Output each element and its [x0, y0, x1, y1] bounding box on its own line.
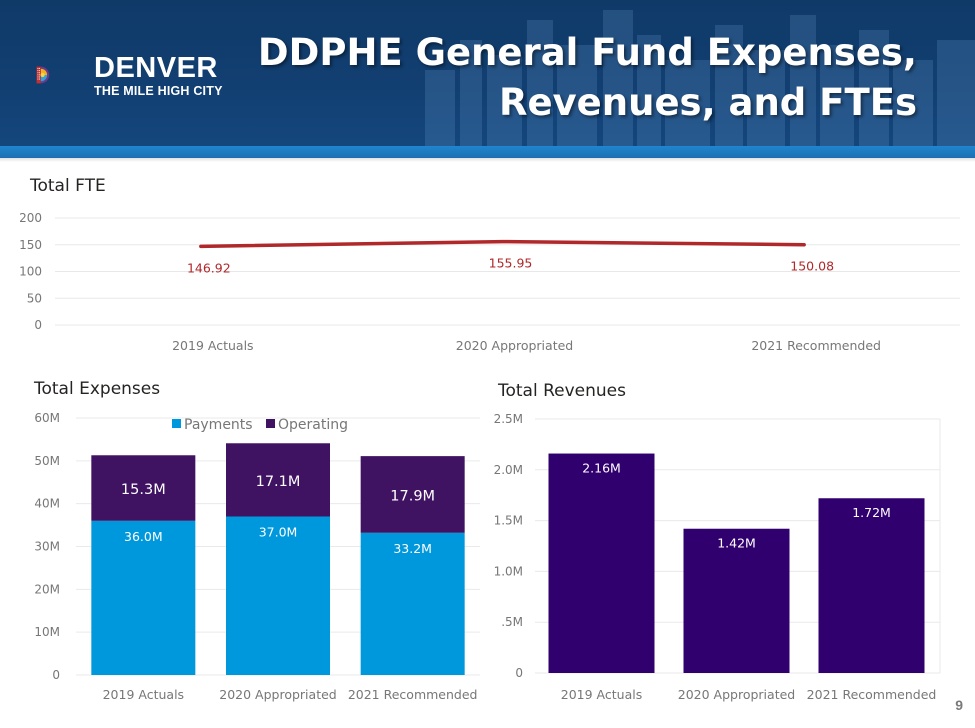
fte-line-chart: 0 50 100 150 200 146.92 155.95 150.08 2019 Actua…	[19, 211, 960, 353]
fte-y-tick-label: 100	[19, 265, 42, 279]
revenues-data-label: 2.16M	[582, 461, 621, 476]
expenses-data-label: 33.2M	[393, 541, 432, 556]
denver-logo-icon	[36, 66, 50, 84]
page-title-line1: DDPHE General Fund Expenses,	[257, 31, 917, 74]
expenses-bar-operating	[360, 456, 465, 533]
expenses-y-tick-label: 20M	[34, 582, 60, 596]
fte-x-tick-label: 2021 Recommended	[751, 338, 881, 353]
revenues-chart-title: Total Revenues	[498, 381, 626, 401]
expenses-y-tick-label: 50M	[34, 454, 60, 468]
revenues-y-tick-label: .5M	[501, 615, 523, 629]
page-number: 9	[955, 697, 963, 713]
expenses-bar-payments	[91, 520, 196, 675]
expenses-chart-title: Total Expenses	[34, 379, 161, 399]
revenues-y-tick-label: 1.0M	[494, 564, 523, 578]
revenues-y-tick-label: 0	[515, 666, 523, 680]
revenues-y-tick-label: 2.0M	[494, 463, 523, 477]
legend-swatch-payments	[172, 419, 181, 428]
expenses-bar-payments	[226, 516, 330, 675]
fte-y-tick-label: 200	[19, 211, 42, 225]
revenues-data-label: 1.42M	[717, 536, 756, 551]
expenses-bar-operating	[226, 443, 330, 517]
skyline-graphic	[425, 10, 975, 146]
expenses-stacked-bar-chart: 0 10M 20M 30M 40M 50M 60M 36.0M 15.3M 2019 Actual…	[34, 411, 480, 702]
fte-y-tick-label: 150	[19, 238, 42, 252]
fte-data-label: 146.92	[187, 260, 231, 275]
page-title: DDPHE General Fund Expenses, Revenues, a…	[217, 28, 917, 128]
revenues-x-tick-label: 2019 Actuals	[561, 687, 642, 702]
expenses-y-tick-label: 10M	[34, 625, 60, 639]
expenses-y-tick-label: 40M	[34, 497, 60, 511]
revenues-x-tick-label: 2020 Appropriated	[678, 687, 795, 702]
legend-label-operating: Operating	[278, 417, 348, 433]
revenues-y-tick-label: 2.5M	[494, 412, 523, 426]
expenses-bar-operating	[91, 455, 196, 521]
revenues-y-tick-label: 1.5M	[494, 514, 523, 528]
revenues-data-label: 1.72M	[852, 505, 891, 520]
expenses-x-tick-label: 2019 Actuals	[103, 687, 184, 702]
expenses-data-label: 37.0M	[259, 525, 298, 540]
legend-label-payments: Payments	[184, 417, 253, 433]
revenues-bar-chart: 0 .5M 1.0M 1.5M 2.0M 2.5M 2.16M 2019 Actuals 1.4…	[494, 412, 941, 702]
expenses-data-label: 17.9M	[390, 488, 435, 504]
fte-chart-title: Total FTE	[30, 176, 106, 196]
expenses-data-label: 15.3M	[121, 482, 166, 498]
fte-x-tick-label: 2019 Actuals	[172, 338, 253, 353]
fte-x-tick-label: 2020 Appropriated	[456, 338, 573, 353]
expenses-x-tick-label: 2020 Appropriated	[219, 687, 336, 702]
expenses-data-label: 36.0M	[124, 529, 163, 544]
header-accent-bar	[0, 146, 975, 158]
legend-swatch-operating	[266, 419, 275, 428]
expenses-data-label: 17.1M	[256, 474, 301, 490]
logo-tagline: THE MILE HIGH CITY	[94, 84, 223, 98]
expenses-y-tick-label: 30M	[34, 540, 60, 554]
fte-y-tick-label: 50	[27, 291, 42, 305]
expenses-y-tick-label: 60M	[34, 411, 60, 425]
fte-data-label: 155.95	[489, 256, 533, 271]
expenses-y-tick-label: 0	[52, 668, 60, 682]
header-shadow	[0, 158, 975, 162]
revenues-bar	[548, 453, 655, 673]
expenses-bar-payments	[360, 532, 465, 675]
revenues-x-tick-label: 2021 Recommended	[807, 687, 937, 702]
fte-series-line	[199, 239, 806, 249]
fte-data-label: 150.08	[790, 259, 834, 274]
revenues-bar	[818, 498, 925, 673]
logo-name: DENVER	[94, 52, 218, 84]
header-banner	[0, 0, 975, 146]
expenses-x-tick-label: 2021 Recommended	[348, 687, 478, 702]
page-title-line2: Revenues, and FTEs	[498, 81, 917, 124]
revenues-bar	[683, 528, 790, 673]
fte-y-tick-label: 0	[34, 318, 42, 332]
